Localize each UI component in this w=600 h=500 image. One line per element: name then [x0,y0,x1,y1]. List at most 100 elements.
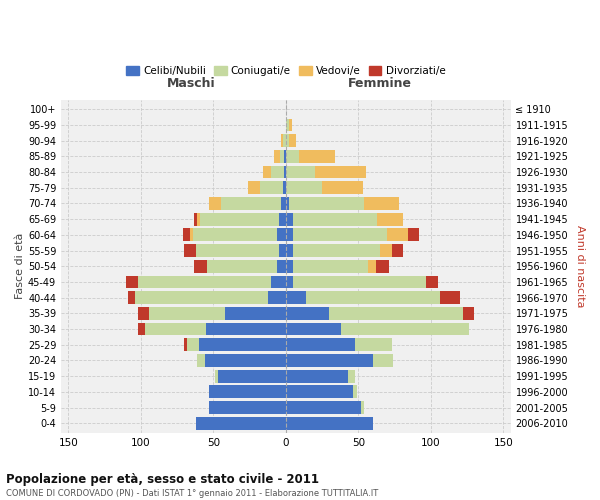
Bar [274,150,280,163]
Bar [380,244,392,257]
Bar [289,134,296,147]
Bar [329,307,463,320]
Bar [209,386,286,398]
Bar [286,244,293,257]
Bar [260,182,283,194]
Bar [128,291,135,304]
Bar [286,197,289,210]
Bar [208,260,277,272]
Bar [183,228,190,241]
Bar [197,212,200,226]
Bar [293,244,380,257]
Bar [278,212,286,226]
Bar [299,150,335,163]
Bar [281,134,283,147]
Bar [286,354,373,367]
Bar [286,291,306,304]
Bar [209,401,286,414]
Bar [373,354,393,367]
Bar [286,182,322,194]
Bar [149,307,225,320]
Bar [271,166,284,178]
Bar [281,197,286,210]
Bar [463,307,475,320]
Bar [184,244,196,257]
Bar [206,322,286,336]
Bar [138,307,149,320]
Bar [263,166,271,178]
Bar [286,322,341,336]
Bar [286,150,299,163]
Bar [284,166,286,178]
Bar [277,260,286,272]
Text: Popolazione per età, sesso e stato civile - 2011: Popolazione per età, sesso e stato civil… [6,472,319,486]
Bar [225,307,286,320]
Bar [196,244,278,257]
Bar [388,228,407,241]
Bar [289,118,292,132]
Bar [376,260,389,272]
Bar [392,244,403,257]
Bar [199,338,286,351]
Bar [427,276,438,288]
Bar [218,370,286,382]
Bar [361,401,364,414]
Bar [138,276,271,288]
Bar [293,276,427,288]
Bar [286,370,348,382]
Bar [221,197,281,210]
Bar [322,182,362,194]
Bar [196,417,286,430]
Bar [248,182,260,194]
Bar [364,197,399,210]
Bar [135,291,268,304]
Bar [286,417,373,430]
Bar [283,182,286,194]
Bar [440,291,460,304]
Bar [286,401,361,414]
Bar [286,338,355,351]
Bar [348,370,355,382]
Bar [283,134,286,147]
Bar [286,386,353,398]
Text: Femmine: Femmine [348,78,412,90]
Bar [194,260,208,272]
Bar [286,166,315,178]
Bar [293,260,368,272]
Y-axis label: Fasce di età: Fasce di età [15,233,25,300]
Bar [145,322,206,336]
Bar [368,260,376,272]
Bar [293,228,388,241]
Bar [341,322,469,336]
Bar [126,276,138,288]
Bar [200,212,278,226]
Y-axis label: Anni di nascita: Anni di nascita [575,225,585,308]
Bar [286,134,289,147]
Bar [286,260,293,272]
Bar [187,338,199,351]
Bar [353,386,357,398]
Bar [407,228,419,241]
Text: Maschi: Maschi [167,78,216,90]
Bar [205,354,286,367]
Bar [286,118,289,132]
Bar [184,338,187,351]
Bar [194,212,197,226]
Bar [197,354,205,367]
Bar [138,322,145,336]
Bar [268,291,286,304]
Bar [193,228,277,241]
Bar [190,228,193,241]
Bar [286,276,293,288]
Bar [286,212,293,226]
Bar [277,228,286,241]
Legend: Celibi/Nubili, Coniugati/e, Vedovi/e, Divorziati/e: Celibi/Nubili, Coniugati/e, Vedovi/e, Di… [122,62,449,80]
Bar [355,338,392,351]
Bar [306,291,440,304]
Bar [215,370,218,382]
Text: COMUNE DI CORDOVADO (PN) - Dati ISTAT 1° gennaio 2011 - Elaborazione TUTTITALIA.: COMUNE DI CORDOVADO (PN) - Dati ISTAT 1°… [6,489,378,498]
Bar [284,150,286,163]
Bar [293,212,377,226]
Bar [289,197,364,210]
Bar [286,228,293,241]
